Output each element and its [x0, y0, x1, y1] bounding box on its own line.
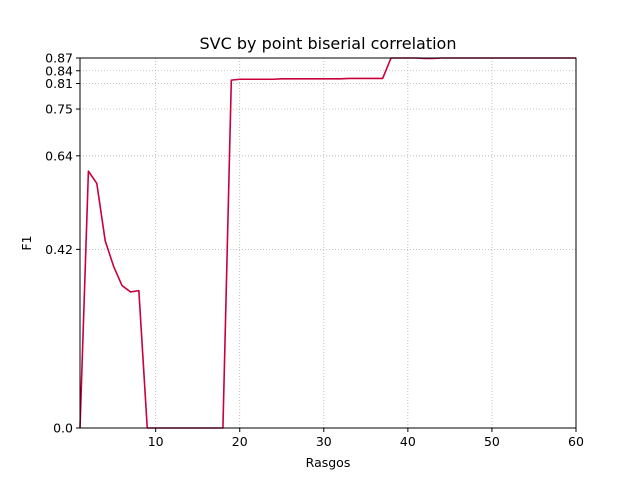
x-tick-label: 40 [400, 434, 416, 449]
y-tick-label: 0.87 [45, 51, 73, 66]
x-tick-label: 60 [568, 434, 584, 449]
y-tick-label: 0.75 [45, 102, 73, 117]
x-tick-label: 20 [232, 434, 248, 449]
y-tick-label: 0.64 [45, 148, 73, 163]
series-layer [79, 57, 576, 429]
x-tick-label: 50 [484, 434, 500, 449]
grid [80, 57, 577, 429]
y-tick-label: 0.42 [45, 242, 73, 257]
y-tick-label: 0.81 [45, 76, 73, 91]
ticks: 10 20 30 40 50 60 0.0 0.42 0.64 0.75 0.810.840.87 [45, 51, 584, 450]
x-tick-label: 30 [316, 434, 332, 449]
y-axis-label: F1 [19, 235, 34, 250]
y-tick-label: 0.0 [53, 421, 73, 436]
y-tick-label: 0.84 [45, 63, 73, 78]
chart-title: SVC by point biserial correlation [200, 34, 457, 53]
x-axis-label: Rasgos [306, 455, 351, 470]
x-tick-label: 10 [148, 434, 164, 449]
plot-frame [79, 57, 577, 429]
series-line [79, 57, 576, 429]
